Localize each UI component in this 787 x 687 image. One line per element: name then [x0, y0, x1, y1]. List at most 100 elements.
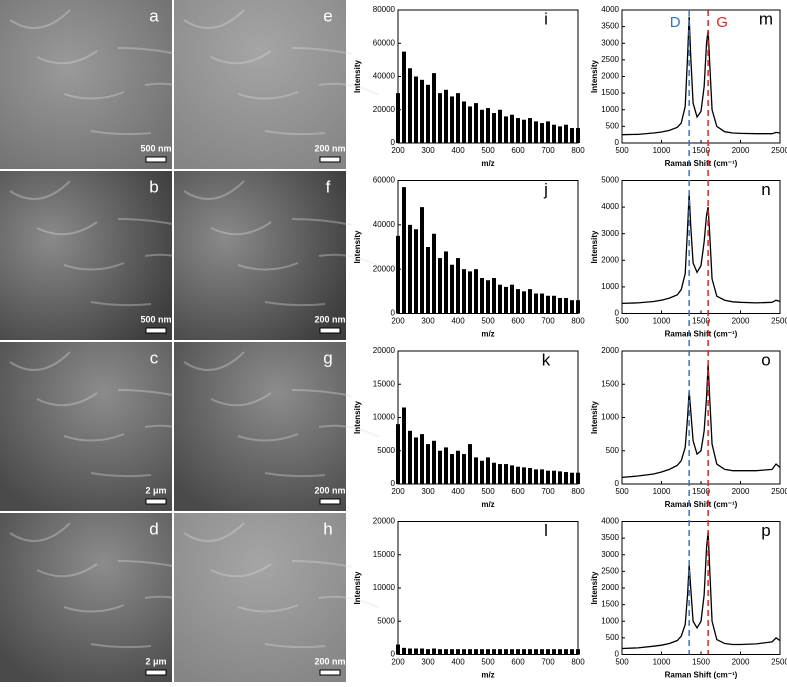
sem-image [0, 0, 172, 169]
y-tick-label: 3500 [601, 533, 619, 542]
y-axis-label: Intensity [353, 60, 362, 93]
x-tick-label: 2500 [771, 317, 787, 326]
scale-bar [319, 669, 341, 676]
x-tick-label: 300 [421, 317, 435, 326]
panel-label: a [149, 6, 159, 25]
texture [90, 643, 152, 649]
y-tick-label: 4000 [601, 202, 619, 211]
y-tick-label: 1500 [601, 88, 619, 97]
x-axis-label: Raman Shift (cm⁻¹) [665, 330, 738, 339]
y-tick-label: 0 [391, 138, 396, 147]
plot-frame [397, 521, 579, 655]
texture [264, 472, 326, 478]
x-tick-label: 200 [391, 487, 405, 496]
x-axis-label: m/z [481, 330, 494, 339]
panel-label: m [759, 9, 773, 28]
x-axis-label: m/z [481, 671, 494, 680]
y-tick-label: 1500 [601, 379, 619, 388]
panel-label: h [323, 519, 332, 538]
texture [9, 180, 71, 200]
y-tick-label: 3000 [601, 38, 619, 47]
x-tick-label: 1500 [692, 658, 710, 667]
texture [210, 50, 272, 65]
y-tick-label: 3000 [601, 550, 619, 559]
x-tick-label: 600 [511, 146, 525, 155]
panel-label: l [544, 521, 548, 540]
panel-label: c [150, 348, 159, 367]
texture [291, 560, 353, 568]
x-tick-label: 500 [615, 487, 629, 496]
y-tick-label: 20000 [373, 264, 396, 273]
spectrum-line [621, 364, 781, 478]
scale-bar [145, 669, 167, 676]
x-axis-label: Raman Shift (cm⁻¹) [665, 159, 738, 168]
y-tick-label: 0 [615, 479, 620, 488]
scale-bar [319, 498, 341, 505]
x-tick-label: 1000 [653, 146, 671, 155]
texture [318, 595, 380, 609]
x-tick-label: 500 [481, 487, 495, 496]
y-tick-label: 500 [606, 446, 620, 455]
x-tick-label: 300 [421, 487, 435, 496]
y-tick-label: 10000 [373, 413, 396, 422]
y-tick-label: 15000 [373, 379, 396, 388]
x-tick-label: 400 [451, 658, 465, 667]
scale-bar-label: 500 nm [140, 143, 171, 153]
y-tick-label: 15000 [373, 550, 396, 559]
panel-label: p [761, 521, 770, 540]
y-tick-label: 2500 [601, 55, 619, 64]
texture [63, 262, 125, 271]
sem-image [0, 171, 172, 340]
y-tick-label: 1000 [601, 413, 619, 422]
texture [183, 9, 245, 29]
texture [117, 47, 179, 55]
y-axis-label: Intensity [353, 401, 362, 434]
y-tick-label: 0 [391, 479, 396, 488]
texture [237, 604, 299, 613]
x-tick-label: 1000 [653, 487, 671, 496]
y-axis-label: Intensity [353, 571, 362, 604]
x-tick-label: 700 [541, 317, 555, 326]
texture [291, 218, 353, 226]
y-tick-label: 0 [615, 309, 620, 318]
x-tick-label: 2500 [771, 658, 787, 667]
x-tick-label: 600 [511, 487, 525, 496]
y-tick-label: 60000 [373, 38, 396, 47]
x-tick-label: 300 [421, 146, 435, 155]
texture [318, 424, 380, 438]
sem-image [0, 342, 172, 511]
texture [237, 433, 299, 442]
x-tick-label: 2000 [732, 658, 750, 667]
y-tick-label: 80000 [373, 5, 396, 14]
y-tick-label: 500 [606, 121, 620, 130]
panel-label: i [544, 9, 548, 28]
sem-image [174, 342, 346, 511]
x-tick-label: 700 [541, 146, 555, 155]
y-tick-label: 3000 [601, 229, 619, 238]
y-tick-label: 1000 [601, 616, 619, 625]
plot-frame [621, 180, 781, 314]
panel-label: n [761, 180, 770, 199]
sem-image [174, 513, 346, 682]
x-tick-label: 800 [571, 146, 585, 155]
texture [36, 563, 98, 578]
scale-bar-label: 200 nm [314, 314, 345, 324]
texture [318, 253, 380, 267]
x-tick-label: 500 [615, 317, 629, 326]
scale-bar-label: 2 μm [145, 485, 166, 495]
y-tick-label: 0 [391, 650, 396, 659]
y-tick-label: 4000 [601, 5, 619, 14]
x-tick-label: 400 [451, 487, 465, 496]
x-tick-label: 600 [511, 317, 525, 326]
x-tick-label: 1500 [692, 317, 710, 326]
x-tick-label: 1500 [692, 146, 710, 155]
panel-label: o [761, 350, 770, 369]
scale-bar-label: 200 nm [314, 656, 345, 666]
texture [237, 91, 299, 100]
texture [117, 560, 179, 568]
y-axis-label: Intensity [590, 230, 599, 263]
x-tick-label: 400 [451, 146, 465, 155]
texture [9, 9, 71, 29]
x-tick-label: 2000 [732, 317, 750, 326]
